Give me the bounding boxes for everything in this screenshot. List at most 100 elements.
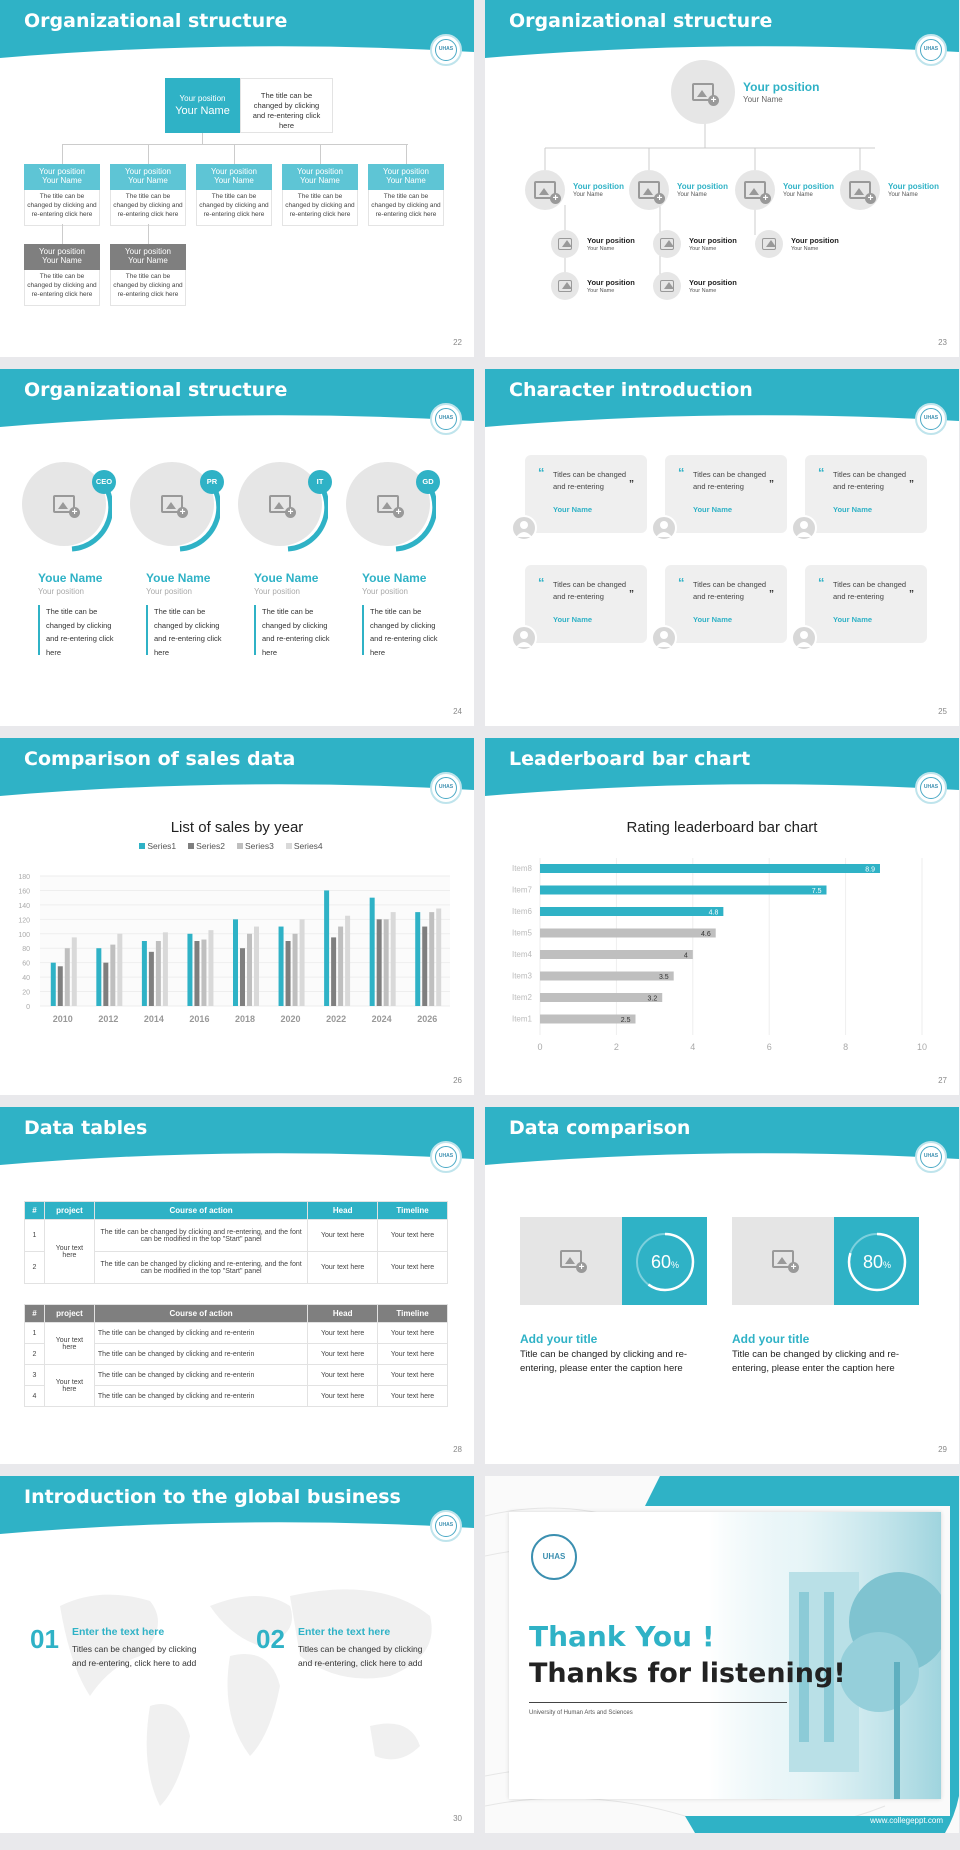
open-quote-icon: “ <box>818 465 825 480</box>
quote-card[interactable]: “ ” Titles can be changed and re-entering Y… <box>525 565 647 643</box>
cell: 1 <box>24 1322 45 1344</box>
y-tick-label: Item2 <box>512 993 533 1002</box>
slide-30[interactable]: Introduction to the global business UHAS… <box>0 1476 474 1833</box>
image-placeholder-wrap: + <box>772 1249 799 1273</box>
bar <box>194 941 200 1006</box>
position-label: Your position <box>689 236 737 245</box>
person-position: Your position <box>38 587 84 596</box>
position-label: Your position <box>125 247 171 256</box>
name-label: Your Name <box>689 288 717 294</box>
percentage-unit: % <box>671 1260 680 1270</box>
top-avatar[interactable]: + <box>671 60 735 124</box>
member-avatar[interactable]: + <box>525 170 565 210</box>
slide-25[interactable]: Character introduction UHAS “” Titles can… <box>485 369 959 726</box>
data-label: 3.2 <box>648 996 658 1003</box>
y-tick-label: Item3 <box>512 972 533 981</box>
percentage-label: 80% <box>846 1231 908 1293</box>
sales-bar-chart: 0 20 40 60 80 100 120 140 160 180 2010 2012 2014 2016… <box>18 874 450 1024</box>
member-position-box[interactable]: Your position Your Name <box>24 244 100 270</box>
open-quote-icon: “ <box>538 465 545 480</box>
quote-text: Titles can be changed and re-entering <box>553 470 627 491</box>
bar <box>292 933 298 1006</box>
quote-card[interactable]: “ ” Titles can be changed and re-entering Y… <box>805 455 927 533</box>
sub-member-avatar[interactable] <box>653 230 681 258</box>
university-logo: UHAS <box>915 34 947 66</box>
university-logo: UHAS <box>430 1141 462 1173</box>
member-avatar[interactable]: + <box>629 170 669 210</box>
quote-card[interactable]: “ ” Titles can be changed and re-entering Y… <box>525 455 647 533</box>
person-photo[interactable]: + <box>346 462 430 546</box>
quote-card[interactable]: “ ” Titles can be changed and re-entering Y… <box>805 565 927 643</box>
item-description: Title can be changed by clicking and re-… <box>520 1349 688 1374</box>
top-position-box[interactable]: Your position Your Name <box>165 78 240 133</box>
cell: The title can be changed by clicking and… <box>93 1364 309 1386</box>
member-avatar[interactable]: + <box>840 170 880 210</box>
data-table-2: # project Course of action Head Timeline… <box>24 1304 448 1407</box>
quote-card[interactable]: “ ” Titles can be changed and re-entering Y… <box>665 455 787 533</box>
sub-member-avatar[interactable] <box>551 230 579 258</box>
member-position-box[interactable]: Your position Your Name <box>110 244 186 270</box>
image-placeholder[interactable]: + <box>732 1217 834 1305</box>
sub-member-avatar[interactable] <box>653 272 681 300</box>
quote-author: Your Name <box>833 505 873 514</box>
bar <box>540 971 674 981</box>
sub-member-avatar[interactable] <box>755 230 783 258</box>
bar <box>57 966 63 1006</box>
position-label: Your position <box>297 167 343 176</box>
percentage-value: 60 <box>650 1252 671 1272</box>
item-number: 01 <box>30 1624 59 1654</box>
bar <box>345 915 351 1006</box>
website-link[interactable]: www.collegeppt.com <box>870 1816 943 1825</box>
slide-24[interactable]: Organizational structure UHAS + CEO Youe N… <box>0 369 474 726</box>
person-description: The title can be changed by clicking and… <box>262 607 330 657</box>
plus-icon: + <box>788 1261 799 1273</box>
image-placeholder-icon: + <box>692 83 719 106</box>
slide-27[interactable]: Leaderboard bar chart UHAS Rating leader… <box>485 738 959 1095</box>
cell: Your text here <box>377 1385 448 1407</box>
member-position-box[interactable]: Your position Your Name <box>110 164 186 190</box>
connector <box>148 144 149 164</box>
university-logo: UHAS <box>430 34 462 66</box>
data-label: 3.5 <box>659 974 669 981</box>
member-description: The title can be changed by clicking and… <box>24 190 100 226</box>
position-label: Your position <box>125 167 171 176</box>
cell: 3 <box>24 1364 45 1386</box>
slide-title: Organizational structure <box>509 10 773 32</box>
progress-ring <box>634 1231 696 1293</box>
y-tick-label: 80 <box>22 946 30 953</box>
item-description: Titles can be changed by clicking and re… <box>298 1644 423 1668</box>
slide-22[interactable]: Organizational structure UHAS Your posit… <box>0 0 474 357</box>
slide-title: Organizational structure <box>24 10 288 32</box>
quote-card[interactable]: “ ” Titles can be changed and re-entering Y… <box>665 565 787 643</box>
connector <box>320 144 321 164</box>
person-photo[interactable]: + <box>22 462 106 546</box>
member-avatar[interactable]: + <box>735 170 775 210</box>
slide-thanks[interactable]: UHAS Thank You ! Thanks for listening! U… <box>485 1476 959 1833</box>
person-photo[interactable]: + <box>238 462 322 546</box>
accent-bar <box>38 605 40 655</box>
slide-23[interactable]: Organizational structure UHAS + Your pos… <box>485 0 959 357</box>
percentage-panel: 60% <box>622 1217 707 1305</box>
bar <box>422 926 428 1006</box>
member-position-box[interactable]: Your position Your Name <box>196 164 272 190</box>
table-row: 2 The title can be changed by clicking a… <box>24 1251 448 1284</box>
slide-26[interactable]: Comparison of sales data UHAS List of sa… <box>0 738 474 1095</box>
member-position-box[interactable]: Your position Your Name <box>24 164 100 190</box>
slide-29[interactable]: Data comparison UHAS +60% Add your title T… <box>485 1107 959 1464</box>
bar <box>540 885 827 895</box>
person-position: Your position <box>362 587 408 596</box>
col-header: # <box>24 1201 45 1220</box>
cell: Your text here <box>377 1219 448 1252</box>
sub-member-avatar[interactable] <box>551 272 579 300</box>
member-position-box[interactable]: Your position Your Name <box>368 164 444 190</box>
image-placeholder[interactable]: + <box>520 1217 622 1305</box>
person-photo[interactable]: + <box>130 462 214 546</box>
page-number: 28 <box>453 1445 462 1454</box>
y-tick-label: Item4 <box>512 950 533 959</box>
cell: Your text here <box>307 1385 379 1407</box>
slide-header: Data comparison <box>485 1107 959 1167</box>
name-label: Your Name <box>689 246 717 252</box>
close-quote-icon: ” <box>769 479 774 490</box>
slide-28[interactable]: Data tables UHAS # project Course of act… <box>0 1107 474 1464</box>
member-position-box[interactable]: Your position Your Name <box>282 164 358 190</box>
